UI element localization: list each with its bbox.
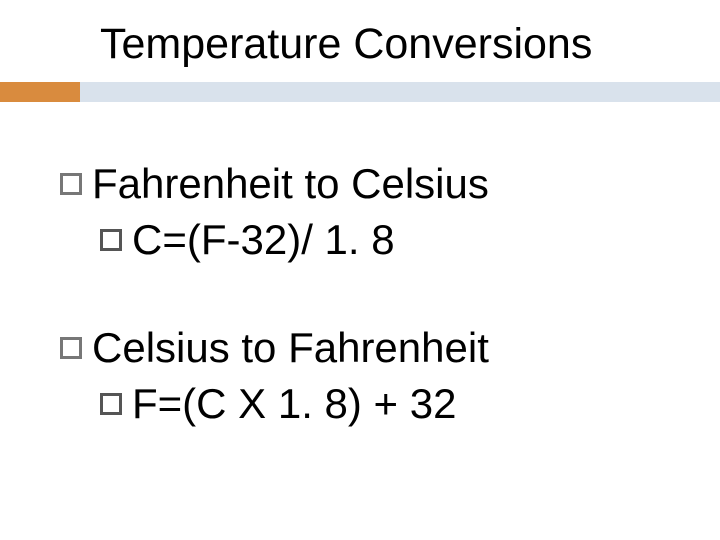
- formula-c-to-f: F=(C X 1. 8) + 32: [100, 380, 700, 428]
- formula-text: F=(C X 1. 8) + 32: [132, 380, 456, 428]
- bullet-fahrenheit-to-celsius: Fahrenheit to Celsius: [60, 160, 700, 208]
- square-bullet-icon: [60, 173, 82, 195]
- square-bullet-icon: [60, 337, 82, 359]
- bullet-text: Fahrenheit to Celsius: [92, 160, 489, 208]
- slide: Temperature Conversions Fahrenheit to Ce…: [0, 0, 720, 540]
- accent-orange: [0, 82, 80, 102]
- square-bullet-icon: [100, 393, 122, 415]
- square-bullet-icon: [100, 229, 122, 251]
- bullet-text: Celsius to Fahrenheit: [92, 324, 489, 372]
- slide-title: Temperature Conversions: [100, 20, 592, 69]
- bullet-celsius-to-fahrenheit: Celsius to Fahrenheit: [60, 324, 700, 372]
- content: Fahrenheit to Celsius C=(F-32)/ 1. 8 Cel…: [60, 160, 700, 488]
- accent-bar: [0, 82, 720, 102]
- formula-f-to-c: C=(F-32)/ 1. 8: [100, 216, 700, 264]
- formula-text: C=(F-32)/ 1. 8: [132, 216, 395, 264]
